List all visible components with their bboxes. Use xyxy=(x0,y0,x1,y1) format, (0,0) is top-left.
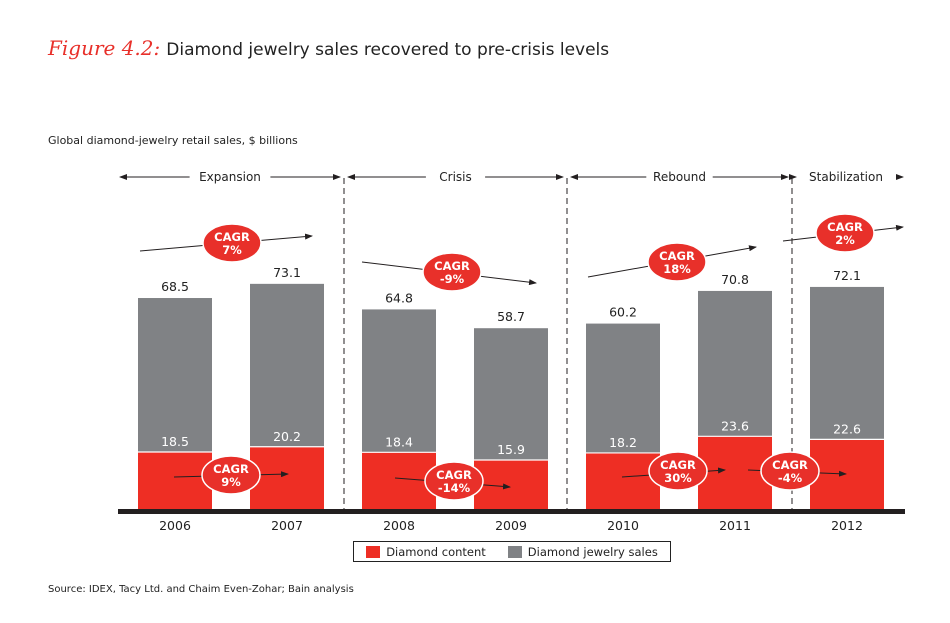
cagr-total-2008-2009-value: -9% xyxy=(440,272,465,286)
figure-title-text: Diamond jewelry sales recovered to pre-c… xyxy=(166,40,610,60)
x-tick-label-2008: 2008 xyxy=(383,518,415,533)
figure-title: Figure 4.2: Diamond jewelry sales recover… xyxy=(48,36,609,60)
legend-item-jewelry-sales: Diamond jewelry sales xyxy=(507,544,658,559)
cagr-content-2010-2011-bubble xyxy=(648,451,708,491)
legend: Diamond content Diamond jewelry sales xyxy=(353,541,671,562)
x-axis: 2006 2007 2008 2009 2010 2011 2012 xyxy=(118,509,905,533)
phase-label-stabilization: Stabilization xyxy=(809,170,883,184)
bar-jewelry-sales-2009 xyxy=(474,328,548,461)
x-tick-label-2011: 2011 xyxy=(719,518,751,533)
phase-annotations: Expansion Crisis Rebound Stabilization xyxy=(119,170,904,184)
x-tick-label-2010: 2010 xyxy=(607,518,639,533)
phase-label-crisis: Crisis xyxy=(439,170,471,184)
cagr-content-2006-2007-label: CAGR xyxy=(213,462,249,476)
legend-swatch-diamond-content xyxy=(366,545,381,558)
cagr-total-2006-2007-bubble xyxy=(202,223,262,263)
cagr-content-2008-2009-bubble xyxy=(424,461,484,501)
bar-jewelry-sales-2011 xyxy=(698,290,772,437)
cagr-total-2006-2007-label: CAGR xyxy=(214,230,250,244)
bar-diamond-content-2012 xyxy=(810,439,884,509)
bars: 68.5 18.5 73.1 20.2 64.8 18.4 58.7 15.9 60.2 18.2… xyxy=(138,265,884,509)
bar-jewelry-sales-2006 xyxy=(138,298,212,453)
cagr-content-2008-2009-label: CAGR xyxy=(436,468,472,482)
cagr-content-2011-2012-label: CAGR xyxy=(772,458,808,472)
chart-subtitle: Global diamond-jewelry retail sales, $ b… xyxy=(48,134,298,147)
data-label-jewelry-sales-2011: 70.8 xyxy=(721,272,749,287)
cagr-content-2006-2007-value: 9% xyxy=(221,475,241,489)
data-label-diamond-content-2012: 22.6 xyxy=(833,421,861,436)
bar-diamond-content-2010 xyxy=(586,452,660,509)
bar-diamond-content-2009 xyxy=(474,460,548,509)
source-note: Source: IDEX, Tacy Ltd. and Chaim Even-Z… xyxy=(48,584,354,595)
data-label-jewelry-sales-2008: 64.8 xyxy=(385,290,413,305)
cagr-content-2010-2011-value: 30% xyxy=(664,471,692,485)
data-label-diamond-content-2007: 20.2 xyxy=(273,429,301,444)
data-label-jewelry-sales-2010: 60.2 xyxy=(609,305,637,320)
phase-label-expansion: Expansion xyxy=(199,170,261,184)
x-tick-label-2007: 2007 xyxy=(271,518,303,533)
cagr-content-2011-2012-bubble xyxy=(760,451,820,491)
legend-item-diamond-content: Diamond content xyxy=(366,545,486,559)
x-tick-label-2009: 2009 xyxy=(495,518,527,533)
data-label-jewelry-sales-2012: 72.1 xyxy=(833,268,861,283)
bar-jewelry-sales-2010 xyxy=(586,323,660,453)
x-tick-label-2012: 2012 xyxy=(831,518,863,533)
cagr-total-2008-2009-label: CAGR xyxy=(434,259,470,273)
bar-diamond-content-2007 xyxy=(250,446,324,509)
data-label-diamond-content-2010: 18.2 xyxy=(609,435,637,450)
bar-jewelry-sales-2007 xyxy=(250,283,324,447)
cagr-total-2011-2012-label: CAGR xyxy=(827,220,863,234)
legend-swatch-jewelry-sales xyxy=(507,545,522,558)
cagr-total-2011-2012-value: 2% xyxy=(835,233,855,247)
bar-jewelry-sales-2008 xyxy=(362,309,436,453)
x-tick-label-2006: 2006 xyxy=(159,518,191,533)
x-axis-line xyxy=(118,509,905,514)
cagr-content-2008-2009-value: -14% xyxy=(438,481,471,495)
data-label-jewelry-sales-2007: 73.1 xyxy=(273,265,301,280)
legend-label-diamond-content: Diamond content xyxy=(386,544,486,559)
data-label-jewelry-sales-2009: 58.7 xyxy=(497,309,525,324)
data-label-diamond-content-2008: 18.4 xyxy=(385,434,413,449)
data-label-diamond-content-2011: 23.6 xyxy=(721,418,749,433)
data-label-diamond-content-2006: 18.5 xyxy=(161,434,189,449)
phase-label-rebound: Rebound xyxy=(653,170,706,184)
cagr-total-2010-2011-value: 18% xyxy=(663,262,691,276)
cagr-total-2011-2012-bubble xyxy=(815,213,875,253)
data-label-diamond-content-2009: 15.9 xyxy=(497,442,525,457)
legend-label-jewelry-sales: Diamond jewelry sales xyxy=(527,544,658,559)
bar-jewelry-sales-2012 xyxy=(810,286,884,440)
cagr-content-2011-2012-value: -4% xyxy=(778,471,803,485)
cagr-total-2010-2011-label: CAGR xyxy=(659,249,695,263)
cagr-total-2006-2007-value: 7% xyxy=(222,243,242,257)
cagr-total-2008-2009-bubble xyxy=(422,252,482,292)
figure-number: Figure 4.2: xyxy=(48,36,161,60)
bar-diamond-content-2011 xyxy=(698,436,772,509)
cagr-content-2010-2011-label: CAGR xyxy=(660,458,696,472)
cagr-total-2010-2011-bubble xyxy=(647,242,707,282)
cagr-content-2006-2007-bubble xyxy=(201,455,261,495)
data-label-jewelry-sales-2006: 68.5 xyxy=(161,279,189,294)
bar-diamond-content-2006 xyxy=(138,452,212,509)
